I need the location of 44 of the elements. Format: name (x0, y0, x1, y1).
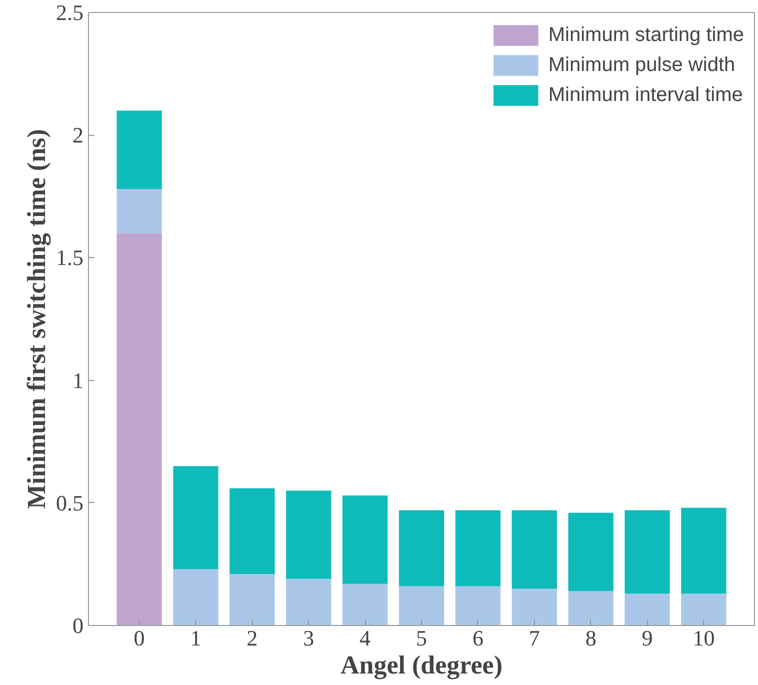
bar (342, 496, 388, 584)
bar (681, 594, 726, 626)
x-tick-label: 8 (585, 626, 596, 650)
bar (173, 466, 218, 570)
bar (286, 578, 332, 626)
legend-label: Minimum starting time (548, 24, 744, 46)
x-tick-label: 2 (246, 626, 258, 650)
bar (455, 586, 501, 626)
x-tick-label: 9 (642, 626, 653, 650)
bar (455, 510, 501, 586)
bar (512, 510, 557, 589)
y-axis-title: Minimum first switching time (ns) (22, 129, 51, 509)
x-tick-label: 3 (303, 626, 314, 650)
bar (286, 490, 332, 579)
bar (398, 586, 444, 626)
bar (624, 510, 670, 594)
x-tick-label: 10 (692, 626, 715, 650)
bar (116, 110, 162, 190)
bar (230, 488, 275, 574)
y-tick-label: 0.5 (56, 490, 84, 516)
x-tick-label: 4 (360, 626, 371, 650)
x-tick-label: 1 (190, 626, 202, 650)
x-tick-label: 6 (472, 626, 484, 650)
legend-label: Minimum interval time (548, 84, 743, 106)
bar (512, 588, 557, 626)
legend-label: Minimum pulse width (548, 54, 736, 76)
y-tick-label: 2 (72, 122, 84, 148)
bar (116, 189, 162, 234)
bar (568, 512, 614, 592)
bar (681, 508, 726, 594)
x-axis-title: Angel (degree) (340, 650, 502, 680)
bar (342, 584, 388, 626)
x-tick-label: 0 (134, 626, 145, 650)
bar (624, 594, 670, 626)
bar (398, 510, 444, 586)
y-tick-label: 1 (72, 368, 84, 393)
bar (568, 591, 614, 626)
x-tick-label: 7 (528, 626, 540, 650)
x-tick-label: 5 (416, 626, 427, 650)
y-tick-label: 2.5 (56, 0, 84, 25)
bar (230, 574, 275, 626)
bar (116, 233, 162, 626)
bar (173, 569, 218, 626)
y-tick-label: 1.5 (56, 245, 84, 270)
